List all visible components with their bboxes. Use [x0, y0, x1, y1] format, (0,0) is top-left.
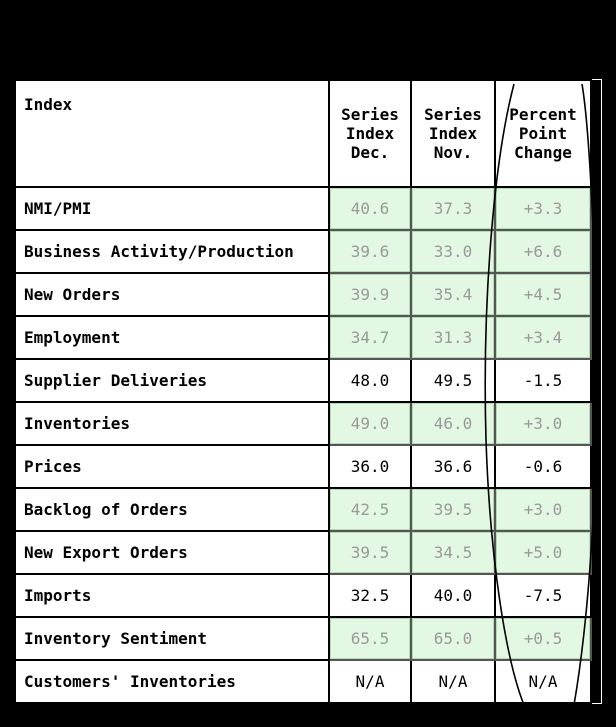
composite-index-table: Index Series Index Dec. Series Index Nov…: [14, 79, 602, 704]
row-index-label: Business Activity/Production: [14, 229, 330, 274]
row-index-label: Inventories: [14, 401, 330, 446]
cell-series-nov: 40.0: [410, 573, 496, 618]
header-change-line-3: Change: [514, 143, 572, 162]
header-nov-line-1: Series: [424, 105, 482, 124]
header-dec-line-2: Index: [345, 124, 395, 143]
table-row: New Export Orders 39.5 34.5 +5.0: [14, 530, 601, 575]
cell-percent-change: +3.0: [494, 401, 592, 446]
header-dec-line-1: Series: [341, 105, 399, 124]
cell-series-nov: 46.0: [410, 401, 496, 446]
table-row: Backlog of Orders 42.5 39.5 +3.0: [14, 487, 601, 532]
header-index: Index: [14, 79, 330, 188]
cell-series-dec: 42.5: [328, 487, 412, 532]
row-index-label: NMI/PMI: [14, 186, 330, 231]
row-index-label: Imports: [14, 573, 330, 618]
row-index-label: Inventory Sentiment: [14, 616, 330, 661]
row-index-label: Prices: [14, 444, 330, 489]
cell-series-dec: 65.5: [328, 616, 412, 661]
table-row: New Orders 39.9 35.4 +4.5: [14, 272, 601, 317]
header-series-nov: Series Index Nov.: [410, 79, 496, 188]
table-row: Inventory Sentiment 65.5 65.0 +0.5: [14, 616, 601, 661]
cell-series-dec: 49.0: [328, 401, 412, 446]
table-row: Imports 32.5 40.0 -7.5: [14, 573, 601, 618]
cell-series-dec: 36.0: [328, 444, 412, 489]
cell-series-nov: 33.0: [410, 229, 496, 274]
row-index-label: Customers' Inventories: [14, 659, 330, 704]
cell-series-nov: N/A: [410, 659, 496, 704]
cell-series-nov: 31.3: [410, 315, 496, 360]
table-row: Prices 36.0 36.6 -0.6: [14, 444, 601, 489]
cell-series-dec: 40.6: [328, 186, 412, 231]
cell-series-nov: 39.5: [410, 487, 496, 532]
row-right-edge: [591, 316, 601, 359]
cell-series-dec: 48.0: [328, 358, 412, 403]
cell-series-dec: 34.7: [328, 315, 412, 360]
cell-percent-change: +3.3: [494, 186, 592, 231]
row-index-label: Backlog of Orders: [14, 487, 330, 532]
table-header-row: Index Series Index Dec. Series Index Nov…: [14, 79, 601, 188]
cell-series-dec: 39.9: [328, 272, 412, 317]
header-nov-line-2: Index: [428, 124, 478, 143]
cell-series-nov: 49.5: [410, 358, 496, 403]
row-right-edge: [591, 359, 601, 402]
row-right-edge: [591, 488, 601, 531]
cell-percent-change: -0.6: [494, 444, 592, 489]
cell-percent-change: +5.0: [494, 530, 592, 575]
header-change-line-1: Percent: [509, 105, 577, 124]
header-series-dec: Series Index Dec.: [328, 79, 412, 188]
table-right-edge: [591, 80, 601, 187]
row-right-edge: [591, 402, 601, 445]
row-right-edge: [591, 531, 601, 574]
table-row: Inventories 49.0 46.0 +3.0: [14, 401, 601, 446]
row-right-edge: [591, 273, 601, 316]
cell-percent-change: N/A: [494, 659, 592, 704]
header-change-line-2: Point: [518, 124, 568, 143]
cell-percent-change: +3.0: [494, 487, 592, 532]
table-row: Supplier Deliveries 48.0 49.5 -1.5: [14, 358, 601, 403]
row-right-edge: [591, 187, 601, 230]
header-percent-point-change: Percent Point Change: [494, 79, 592, 188]
table-row: Employment 34.7 31.3 +3.4: [14, 315, 601, 360]
row-right-edge: [591, 230, 601, 273]
cell-percent-change: -7.5: [494, 573, 592, 618]
row-index-label: Employment: [14, 315, 330, 360]
row-index-label: Supplier Deliveries: [14, 358, 330, 403]
cell-percent-change: +6.6: [494, 229, 592, 274]
cell-percent-change: +4.5: [494, 272, 592, 317]
cell-series-nov: 35.4: [410, 272, 496, 317]
cell-series-nov: 36.6: [410, 444, 496, 489]
cell-series-dec: 39.6: [328, 229, 412, 274]
cell-series-dec: 39.5: [328, 530, 412, 575]
row-right-edge: [591, 617, 601, 660]
cell-percent-change: +3.4: [494, 315, 592, 360]
cell-series-nov: 65.0: [410, 616, 496, 661]
row-right-edge: [591, 445, 601, 488]
row-index-label: New Export Orders: [14, 530, 330, 575]
table-row: NMI/PMI 40.6 37.3 +3.3: [14, 186, 601, 231]
cell-percent-change: +0.5: [494, 616, 592, 661]
header-dec-line-3: Dec.: [350, 143, 390, 162]
row-right-edge: [591, 574, 601, 617]
table-row: Business Activity/Production 39.6 33.0 +6.6: [14, 229, 601, 274]
cell-series-nov: 34.5: [410, 530, 496, 575]
header-index-line-1: Index: [24, 95, 73, 114]
cell-series-dec: 32.5: [328, 573, 412, 618]
table-row: Customers' Inventories N/A N/A N/A: [14, 659, 601, 704]
cell-series-nov: 37.3: [410, 186, 496, 231]
header-nov-line-3: Nov.: [433, 143, 473, 162]
row-right-edge: [591, 660, 601, 703]
table-body: NMI/PMI 40.6 37.3 +3.3 Business Activity/Pro…: [14, 186, 601, 704]
cell-series-dec: N/A: [328, 659, 412, 704]
row-index-label: New Orders: [14, 272, 330, 317]
cell-percent-change: -1.5: [494, 358, 592, 403]
